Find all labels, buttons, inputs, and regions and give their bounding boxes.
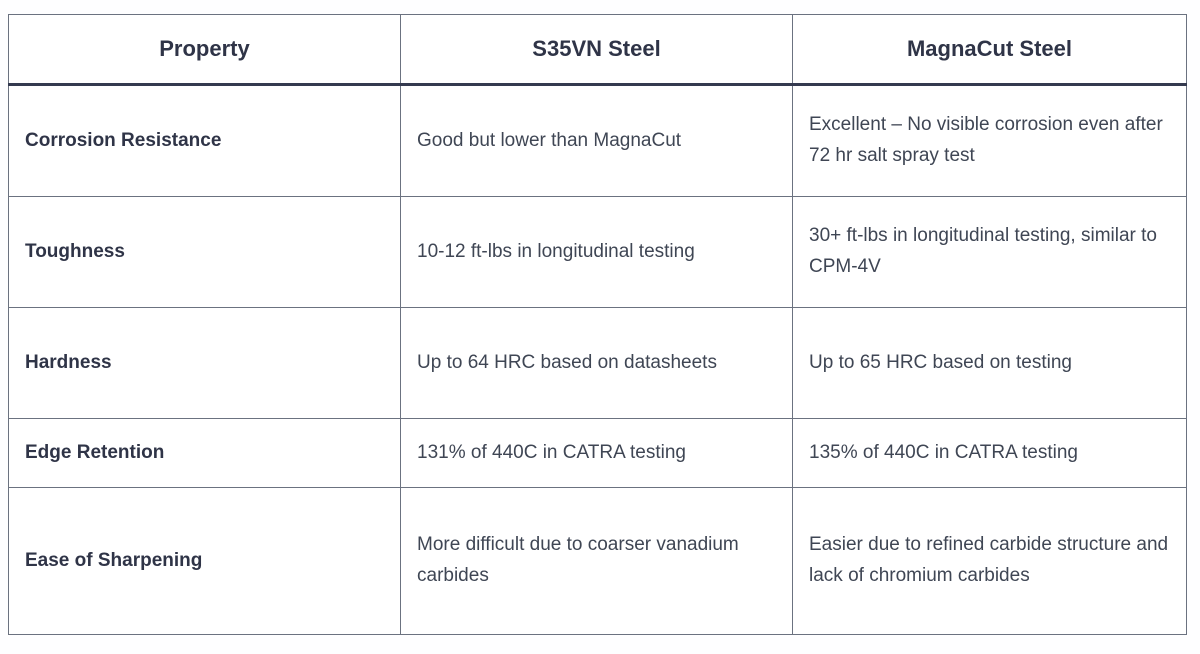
- column-header-property: Property: [8, 14, 401, 86]
- cell-magnacut-edge-retention: 135% of 440C in CATRA testing: [792, 418, 1187, 488]
- property-label-corrosion-resistance: Corrosion Resistance: [8, 84, 401, 197]
- header-row: Property S35VN Steel MagnaCut Steel: [8, 14, 1187, 86]
- table-header: Property S35VN Steel MagnaCut Steel: [8, 14, 1187, 86]
- cell-s35vn-corrosion-resistance: Good but lower than MagnaCut: [400, 84, 793, 197]
- cell-s35vn-toughness: 10-12 ft-lbs in longitudinal testing: [400, 196, 793, 308]
- column-header-s35vn-steel: S35VN Steel: [400, 14, 793, 86]
- table-row: Edge Retention 131% of 440C in CATRA tes…: [8, 418, 1187, 488]
- cell-magnacut-hardness: Up to 65 HRC based on testing: [792, 307, 1187, 419]
- table-row: Ease of Sharpening More difficult due to…: [8, 487, 1187, 635]
- cell-magnacut-ease-of-sharpening: Easier due to refined carbide structure …: [792, 487, 1187, 635]
- column-header-magnacut-steel: MagnaCut Steel: [792, 14, 1187, 86]
- steel-comparison-table: Property S35VN Steel MagnaCut Steel Corr…: [8, 14, 1187, 635]
- table-body: Corrosion Resistance Good but lower than…: [8, 84, 1187, 635]
- cell-magnacut-corrosion-resistance: Excellent – No visible corrosion even af…: [792, 84, 1187, 197]
- cell-s35vn-ease-of-sharpening: More difficult due to coarser vanadium c…: [400, 487, 793, 635]
- comparison-table-container: Property S35VN Steel MagnaCut Steel Corr…: [8, 14, 1187, 635]
- table-row: Toughness 10-12 ft-lbs in longitudinal t…: [8, 196, 1187, 308]
- cell-magnacut-toughness: 30+ ft-lbs in longitudinal testing, simi…: [792, 196, 1187, 308]
- table-row: Corrosion Resistance Good but lower than…: [8, 84, 1187, 197]
- property-label-hardness: Hardness: [8, 307, 401, 419]
- property-label-toughness: Toughness: [8, 196, 401, 308]
- cell-s35vn-hardness: Up to 64 HRC based on datasheets: [400, 307, 793, 419]
- cell-s35vn-edge-retention: 131% of 440C in CATRA testing: [400, 418, 793, 488]
- property-label-edge-retention: Edge Retention: [8, 418, 401, 488]
- table-row: Hardness Up to 64 HRC based on datasheet…: [8, 307, 1187, 419]
- property-label-ease-of-sharpening: Ease of Sharpening: [8, 487, 401, 635]
